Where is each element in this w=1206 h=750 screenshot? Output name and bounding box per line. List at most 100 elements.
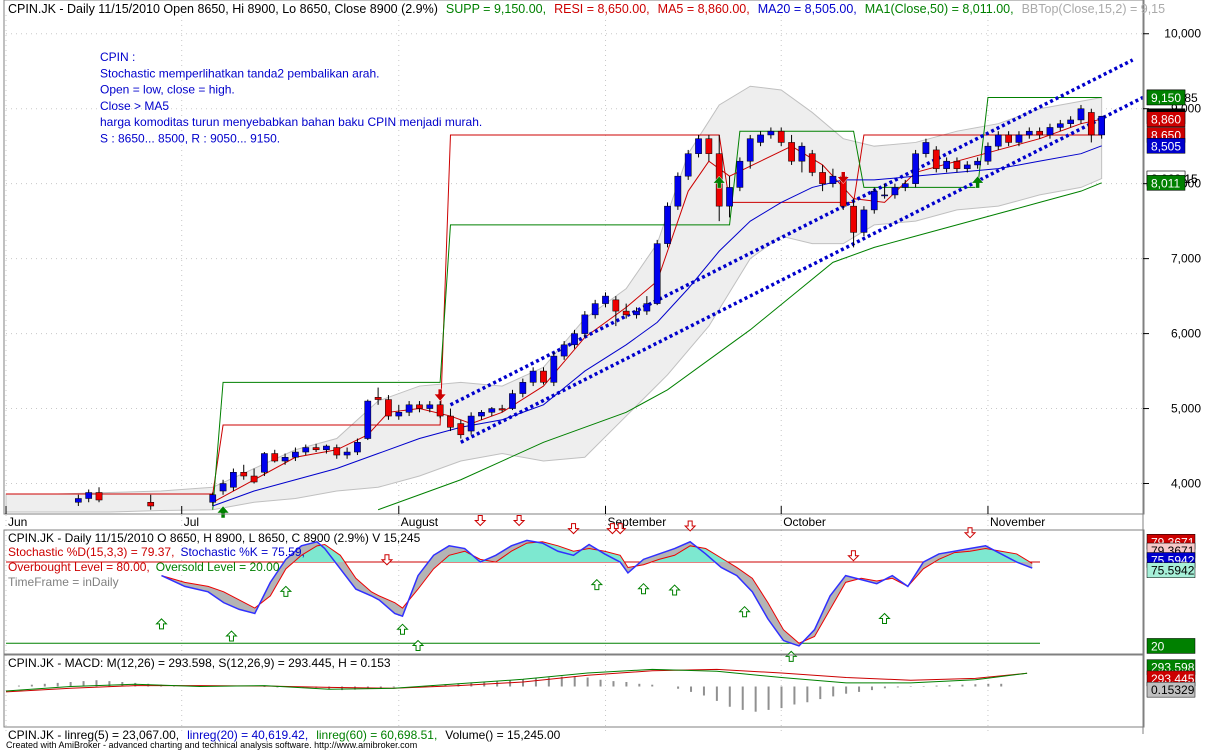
- candle-body-1: [85, 492, 93, 499]
- stoch-buy-arrow-3: [396, 623, 409, 635]
- candle-body-9: [261, 453, 268, 473]
- candle-body-8: [250, 475, 258, 483]
- candle-body-10: [271, 453, 279, 462]
- main-header-5: MA1(Close,50) = 8,011.00,: [865, 2, 1014, 16]
- candle-body-36: [540, 370, 547, 383]
- candle-body-13: [302, 447, 310, 453]
- candle-body-27: [447, 415, 454, 428]
- candle-body-42: [602, 295, 609, 304]
- y-tick-label-2: 6,000: [1171, 327, 1201, 341]
- stoch-header-4: Oversold Level = 20.00: [156, 560, 280, 574]
- candle-body-89: [1087, 112, 1095, 136]
- candle-body-75: [943, 160, 950, 169]
- stochastic-pane: [3, 515, 1145, 662]
- stoch-header-1: Stochastic %D(15,3,3) = 79.37,: [8, 545, 174, 559]
- candle-body-29: [467, 415, 475, 432]
- stoch-header-5: TimeFrame = inDaily: [8, 575, 119, 589]
- annotation-line-1: Stochastic memperlihatkan tanda2 pembali…: [100, 66, 380, 80]
- candle-body-33: [509, 393, 516, 409]
- trendline-1: [460, 95, 1144, 444]
- stoch-buy-arrow-8: [738, 605, 751, 618]
- main-header-4: MA20 = 8,505.00,: [758, 2, 857, 16]
- candle-body-74: [932, 149, 940, 169]
- candle-body-67: [860, 209, 868, 233]
- candle-body-11: [281, 457, 289, 462]
- candle-body-15: [323, 445, 330, 451]
- candle-body-59: [777, 130, 785, 143]
- candle-body-72: [912, 153, 919, 184]
- volume-header-1: linreg(20) = 40,619.42,: [187, 728, 308, 742]
- candle-body-2: [95, 492, 103, 501]
- annotation-line-0: CPIN :: [100, 50, 135, 64]
- price-badge-label-5: 8,505: [1151, 139, 1181, 153]
- text-layer: CPIN.JK - Daily 11/15/2010 Open 8650, Hi…: [6, 2, 1165, 750]
- sell-arrow-3-shape: [836, 171, 850, 185]
- annotation-line-5: S : 8650... 8500, R : 9050... 9150.: [100, 132, 280, 146]
- price-signals: [216, 171, 985, 519]
- stoch-buy-arrow-9: [785, 650, 798, 662]
- candle-body-14: [312, 447, 320, 451]
- candle-body-51: [695, 138, 702, 154]
- stoch-k-line: [161, 539, 1033, 647]
- candle-body-56: [746, 138, 754, 162]
- candle-body-18: [354, 442, 361, 453]
- sell-arrow-3: [836, 171, 850, 185]
- x-tick-label-4: October: [783, 515, 826, 529]
- macd-line: [5, 668, 1028, 692]
- overbought-fill: [293, 541, 1031, 563]
- stoch-header-3: Overbought Level = 80.00,: [8, 560, 150, 574]
- stoch-buy-arrow-4: [411, 639, 425, 652]
- main-header-0: CPIN.JK - Daily 11/15/2010 Open 8650, Hi…: [8, 2, 438, 16]
- candle-body-60: [788, 142, 795, 162]
- candle-body-66: [850, 205, 857, 233]
- candle-body-24: [416, 404, 423, 409]
- candle-body-25: [426, 404, 434, 409]
- stoch-buy-arrow-2: [279, 585, 293, 597]
- candle-body-0: [75, 498, 82, 503]
- sr-line-1: [212, 96, 1102, 510]
- candle-body-55: [736, 160, 744, 188]
- macd-pane: [3, 654, 1145, 728]
- buy-arrow-4-shape: [971, 175, 985, 189]
- candle-body-12: [292, 451, 299, 458]
- candle-body-38: [560, 344, 568, 357]
- candle-body-44: [622, 310, 630, 316]
- candle-body-23: [405, 404, 413, 413]
- candle-body-3: [147, 502, 155, 507]
- macd-frame: [3, 654, 1145, 728]
- stoch-buy-arrow-7: [668, 584, 681, 596]
- x-tick-label-5: November: [990, 515, 1045, 529]
- candle-body-47: [653, 243, 661, 304]
- candle-body-19: [364, 400, 372, 439]
- candle-body-7: [240, 472, 248, 477]
- buy-arrow-4: [971, 175, 985, 189]
- price-badge-3: [1146, 111, 1186, 127]
- candle-body-16: [333, 447, 341, 456]
- x-tick-label-0: Jun: [8, 515, 27, 529]
- candle-body-90: [1098, 115, 1106, 136]
- candle-body-34: [519, 382, 527, 394]
- stoch-buy-arrow-10: [878, 612, 891, 624]
- buy-arrow-2-shape: [712, 175, 726, 189]
- price-badge-1: [1146, 89, 1186, 106]
- candle-body-62: [808, 153, 816, 173]
- volume-header-0: CPIN.JK - linreg(5) = 23,067.00,: [8, 728, 179, 742]
- candle-body-83: [1025, 130, 1033, 136]
- annotation-line-2: Open = low, close = high.: [100, 83, 235, 97]
- candle-body-87: [1067, 119, 1074, 124]
- candle-body-88: [1077, 108, 1085, 121]
- candle-body-76: [953, 160, 961, 169]
- stoch-sell-arrow-19: [963, 527, 977, 539]
- candle-body-39: [571, 333, 578, 346]
- main-header-2: RESI = 8,650.00,: [554, 2, 650, 16]
- stoch-sell-arrow-18: [847, 550, 860, 562]
- candle-body-48: [664, 205, 671, 244]
- stoch-sell-arrow-13: [512, 515, 526, 527]
- candle-body-63: [819, 172, 826, 184]
- buy-arrow-2: [712, 175, 726, 189]
- stoch-badge-4: [1146, 638, 1196, 654]
- candle-body-22: [395, 412, 403, 417]
- stoch-buy-arrow-5: [590, 578, 604, 591]
- price-badge-5: [1146, 138, 1186, 154]
- annotation-line-4: harga komoditas turun menyebabkan bahan …: [100, 115, 482, 129]
